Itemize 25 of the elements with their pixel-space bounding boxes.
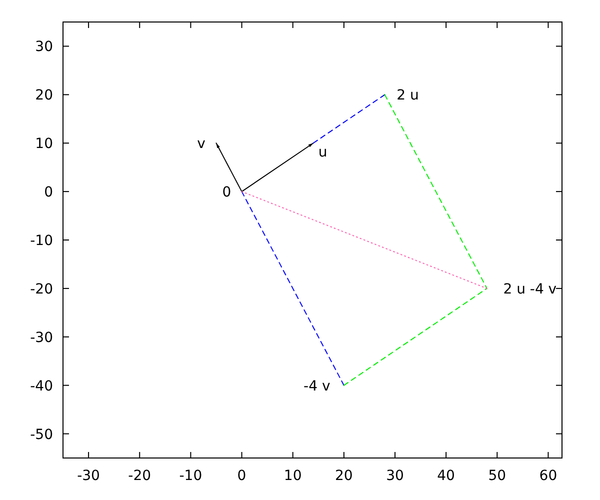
y-tick-label: 20: [35, 88, 53, 104]
y-tick-label: 30: [35, 39, 53, 56]
x-tick-label: 10: [284, 468, 302, 484]
x-tick-label: 0: [237, 468, 246, 484]
y-tick-label: -50: [30, 426, 53, 443]
annotation: 2 u -4 v: [503, 281, 557, 298]
y-tick-label: 10: [35, 136, 53, 152]
x-tick-label: -20: [128, 468, 152, 484]
y-tick-label: 0: [44, 184, 53, 201]
annotation: 0: [222, 184, 232, 201]
y-tick-label: -10: [30, 233, 53, 249]
x-tick-label: 50: [488, 468, 506, 484]
y-tick-label: -20: [30, 281, 53, 298]
x-tick-label: 60: [539, 468, 558, 484]
annotation: -4 v: [304, 378, 330, 394]
y-tick-label: -30: [30, 330, 53, 346]
x-tick-label: 30: [386, 468, 404, 484]
x-tick-label: -30: [77, 468, 100, 484]
annotation: 2 u: [396, 88, 419, 104]
y-tick-label: -40: [30, 378, 53, 394]
annotation: u: [318, 144, 328, 161]
x-tick-label: -10: [179, 468, 202, 484]
x-tick-label: 20: [334, 468, 353, 484]
x-tick-label: 40: [437, 468, 455, 484]
annotation: v: [197, 136, 206, 152]
